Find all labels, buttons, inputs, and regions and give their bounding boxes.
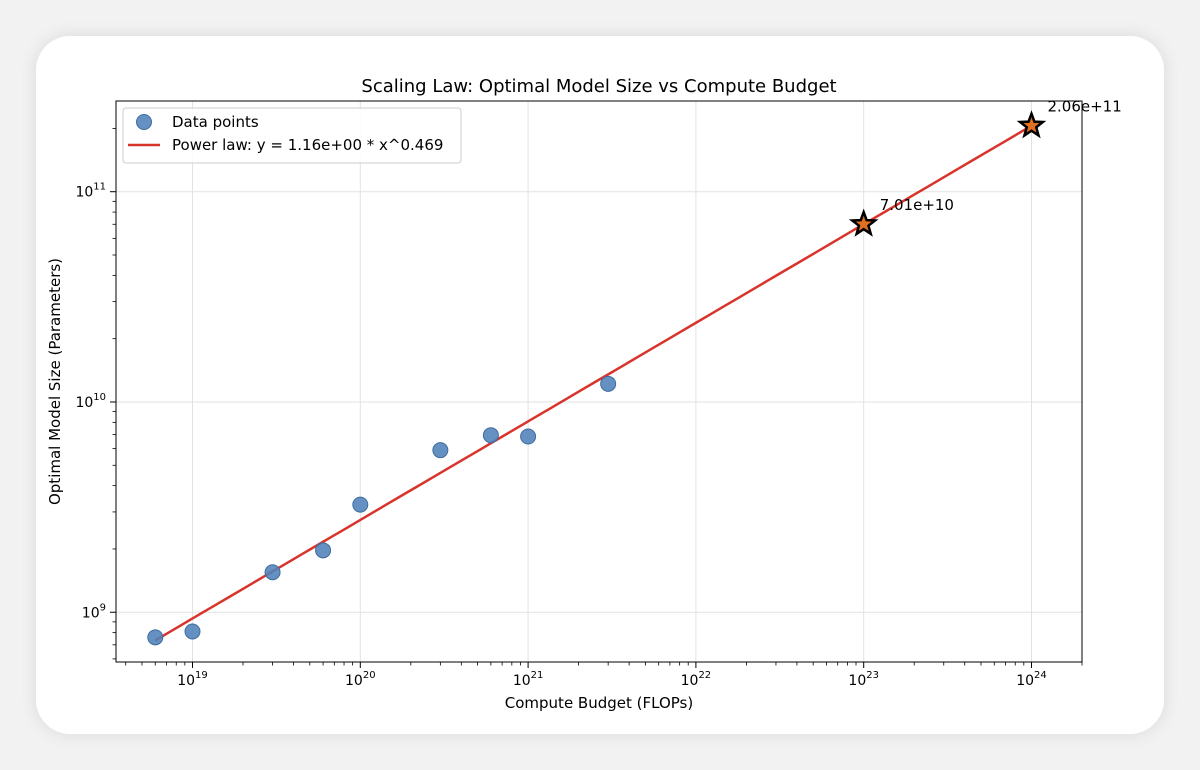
legend: Data points Power law: y = 1.16e+00 * x^… [122,107,462,164]
y-tick-label: 1010 [75,392,106,411]
data-point [264,564,281,581]
x-tick-label: 1019 [177,670,208,689]
data-point [432,442,449,459]
plot-frame [115,100,1083,663]
data-point [147,629,164,646]
prediction-star [848,208,879,237]
chart-card: 1019 1020 1021 1022 1023 1024 109 1010 1011 7.01… [36,36,1164,734]
data-point [520,428,537,445]
legend-label-power-law: Power law: y = 1.16e+00 * x^0.469 [172,136,443,154]
legend-label-data-points: Data points [172,113,259,131]
y-tick-label: 1011 [75,182,106,201]
axis-ticks: 1019 1020 1021 1022 1023 1024 109 1010 1011 [75,182,1046,689]
minor-ticks [112,128,1083,666]
scaling-law-chart: 1019 1020 1021 1022 1023 1024 109 1010 1011 7.01… [46,76,1122,712]
legend-marker-data-points [136,114,152,130]
legend-box [122,107,462,164]
data-point [600,375,617,392]
data-point [482,427,499,444]
y-axis-label: Optimal Model Size (Parameters) [46,258,64,505]
prediction-label: 7.01e+10 [880,196,954,214]
x-tick-label: 1022 [681,670,712,689]
data-point [184,623,201,640]
x-axis-label: Compute Budget (FLOPs) [505,694,693,712]
y-tick-label: 109 [82,602,106,621]
prediction-star [1016,110,1047,139]
data-point [315,542,332,559]
data-points-series [147,375,617,646]
data-point [352,496,369,513]
x-tick-label: 1023 [848,670,879,689]
x-tick-label: 1021 [513,670,544,689]
power-law-line [154,124,1033,642]
prediction-label: 2.06e+11 [1047,98,1121,116]
x-tick-label: 1020 [345,670,376,689]
x-tick-label: 1024 [1016,670,1047,689]
power-law-series [154,124,1033,642]
predictions: 7.01e+10 2.06e+11 [848,98,1122,237]
chart-title: Scaling Law: Optimal Model Size vs Compu… [361,76,836,97]
